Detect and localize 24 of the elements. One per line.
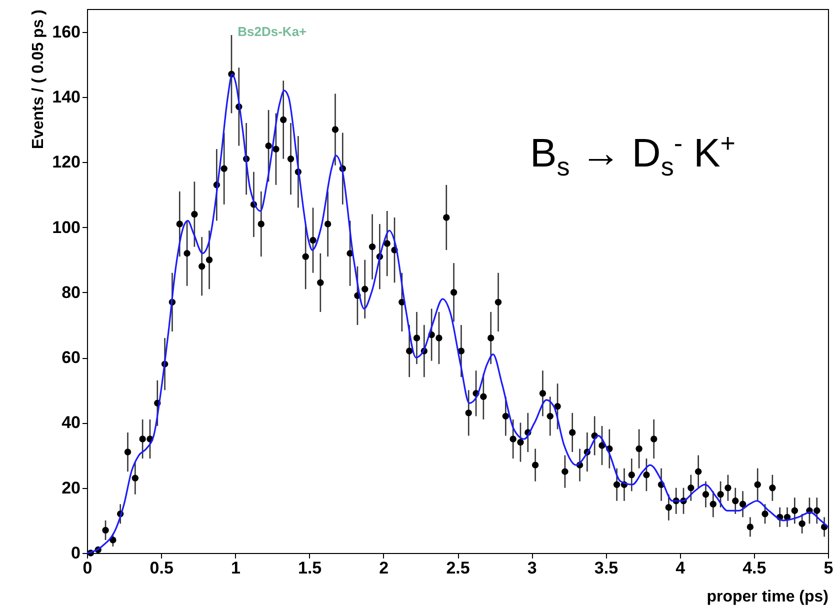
x-tick-label: 5 xyxy=(824,558,834,578)
x-tick-label: 1.5 xyxy=(298,558,322,578)
y-tick-label: 160 xyxy=(52,22,80,42)
x-tick-label: 1 xyxy=(230,558,240,578)
x-tick-label: 0.5 xyxy=(150,558,174,578)
y-axis-title: Events / ( 0.05 ps ) xyxy=(30,10,48,150)
x-tick-label: 0 xyxy=(82,558,92,578)
x-tick-label: 3 xyxy=(527,558,537,578)
y-tick-label: 0 xyxy=(71,544,80,562)
y-tick-label: 60 xyxy=(62,348,80,368)
text: Bs2Ds-Ka+ xyxy=(238,24,308,39)
x-tick-label: 3.5 xyxy=(594,558,618,578)
x-tick-label: 4 xyxy=(676,558,686,578)
annotation: B$_{s}$ → D$_{s}$$^{-}$ K$^{+}$ xyxy=(530,128,736,182)
x-axis-title: proper time (ps) xyxy=(706,588,828,606)
y-tick-label: 100 xyxy=(52,218,80,237)
y-tick-label: 120 xyxy=(52,152,80,172)
x-tick-label: 4.5 xyxy=(742,558,766,578)
y-tick-label: 140 xyxy=(52,87,80,106)
x-tick-label: 2 xyxy=(379,558,389,578)
y-tick-label: 80 xyxy=(62,282,80,302)
y-tick-label: 40 xyxy=(62,413,80,432)
y-tick-label: 20 xyxy=(62,478,80,498)
x-tick-label: 2.5 xyxy=(446,558,470,578)
